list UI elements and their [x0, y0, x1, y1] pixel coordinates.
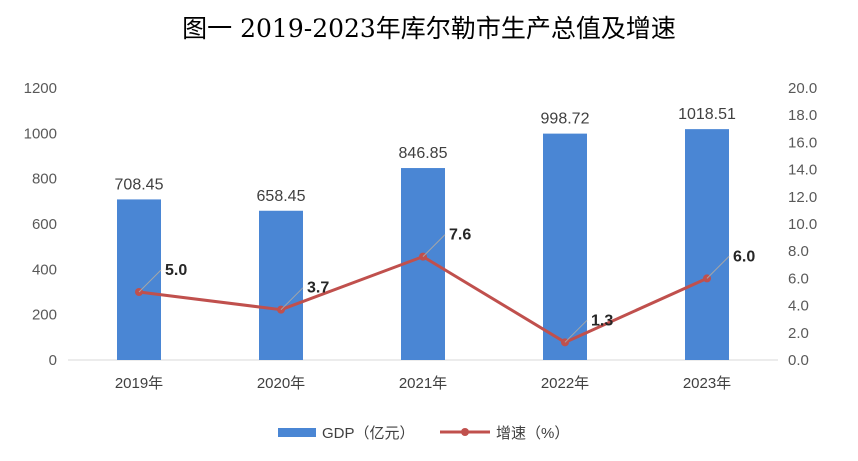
left-tick-label: 200: [32, 307, 57, 324]
right-tick-label: 12.0: [788, 189, 817, 206]
growth-rate-leader-line: [422, 234, 446, 257]
growth-rate-leader-line: [280, 287, 304, 311]
gdp-bars: [117, 129, 729, 360]
left-tick-label: 800: [32, 171, 57, 188]
right-tick-label: 18.0: [788, 107, 817, 124]
growth-rate-leader-line: [706, 256, 730, 279]
category-labels: 2019年 2020年 2021年 2022年 2023年: [115, 375, 731, 392]
left-tick-label: 1000: [24, 125, 57, 142]
left-tick-label: 0: [49, 352, 57, 369]
legend-label-rate: 增速（%）: [496, 425, 569, 442]
growth-rate-label: 1.3: [591, 312, 613, 329]
gdp-bar: [117, 199, 161, 360]
left-tick-label: 400: [32, 261, 57, 278]
right-tick-label: 0.0: [788, 352, 809, 369]
right-tick-label: 6.0: [788, 270, 809, 287]
growth-rate-label: 6.0: [733, 248, 755, 265]
gdp-bar: [543, 133, 587, 360]
gdp-bar-label: 998.72: [541, 111, 590, 128]
legend: GDP（亿元） 增速（%）: [278, 425, 569, 442]
gdp-bar-label: 1018.51: [678, 106, 736, 123]
growth-rate-leader-line: [564, 319, 588, 343]
right-tick-label: 14.0: [788, 162, 817, 179]
gdp-bar: [685, 129, 729, 360]
growth-rate-label: 7.6: [449, 227, 471, 244]
category-label: 2021年: [399, 375, 447, 392]
right-axis-ticks: 0.0 2.0 4.0 6.0 8.0 10.0 12.0 14.0 16.0 18.0 20.0: [788, 80, 817, 369]
growth-rate-label: 5.0: [165, 262, 187, 279]
category-label: 2020年: [257, 375, 305, 392]
growth-rate-leader-line: [138, 269, 162, 293]
growth-rate-label: 3.7: [307, 280, 329, 297]
legend-label-gdp: GDP（亿元）: [322, 425, 415, 442]
right-tick-label: 8.0: [788, 243, 809, 260]
category-label: 2022年: [541, 375, 589, 392]
chart-title: 图一 2019-2023年库尔勒市生产总值及增速: [182, 14, 676, 43]
right-tick-label: 16.0: [788, 134, 817, 151]
gdp-bar: [259, 210, 303, 360]
gdp-bar-label: 658.45: [257, 188, 306, 205]
left-tick-label: 600: [32, 216, 57, 233]
right-tick-label: 4.0: [788, 298, 809, 315]
right-tick-label: 2.0: [788, 325, 809, 342]
gdp-bar-label: 708.45: [115, 176, 164, 193]
gdp-bar-labels: 708.45 658.45 846.85 998.72 1018.51: [115, 106, 736, 205]
category-label: 2019年: [115, 375, 163, 392]
right-tick-label: 20.0: [788, 80, 817, 97]
growth-rate-series: 5.0 3.7 7.6 1.3 6.0: [135, 227, 755, 347]
left-tick-label: 1200: [24, 80, 57, 97]
gdp-bar: [401, 168, 445, 360]
right-tick-label: 10.0: [788, 216, 817, 233]
left-axis-ticks: 0 200 400 600 800 1000 1200: [24, 80, 57, 369]
category-label: 2023年: [683, 375, 731, 392]
legend-swatch-rate-marker: [461, 428, 469, 436]
gdp-bar-label: 846.85: [399, 145, 448, 162]
legend-swatch-gdp: [278, 428, 316, 437]
